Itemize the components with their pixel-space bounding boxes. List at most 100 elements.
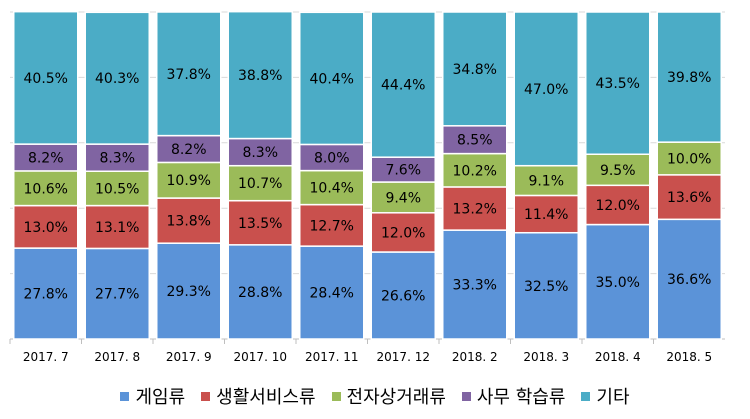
data-label: 10.4% [310,181,354,197]
data-label: 40.5% [24,71,68,87]
data-label: 40.4% [310,71,354,87]
data-label: 10.2% [453,163,497,179]
data-label: 10.0% [667,151,711,167]
x-tick-label: 2017. 11 [305,350,358,364]
data-label: 43.5% [596,76,640,92]
legend-item: 게임류 [120,383,185,409]
bar-segment [442,125,508,155]
bar-segment [84,170,150,207]
legend-label: 사무 학습류 [476,387,566,408]
x-axis: 2017. 7 2017. 8 2017. 9 2017. 10 2017. 11 201… [9,339,712,364]
bars: 27.8% 13.0% 10.6% 8.2% 40.5% 27.7% 13.1% 10.5% 8… [13,10,722,340]
data-label: 8.3% [99,151,135,167]
data-label: 13.1% [95,220,139,236]
bar-segment [227,137,293,167]
data-label: 44.4% [381,78,425,94]
bar-segment [84,204,150,250]
data-label: 40.3% [95,71,139,87]
data-label: 38.8% [238,68,282,84]
bar-segment [442,229,508,340]
legend-item: 사무 학습류 [461,383,566,409]
bar-segment [656,11,722,143]
data-label: 7.6% [385,163,421,179]
data-label: 9.1% [528,174,564,190]
bar-segment [227,244,293,340]
data-label: 9.4% [385,190,421,206]
data-label: 10.6% [24,181,68,197]
legend-item: 기타 [581,383,630,409]
bar-segment [513,11,579,167]
x-tick-label: 2018. 3 [523,350,569,364]
data-label: 28.4% [310,286,354,302]
bar-segment [227,10,293,140]
data-label: 13.0% [24,220,68,236]
data-label: 9.5% [600,163,636,179]
bar-segment [13,10,79,145]
bar-segment [156,134,222,164]
x-tick-label: 2017. 10 [234,350,287,364]
data-label: 26.6% [381,289,425,305]
data-label: 39.8% [667,70,711,86]
data-label: 36.6% [667,272,711,288]
data-label: 28.8% [238,285,282,301]
legend-label: 게임류 [135,387,186,408]
legend-swatch [201,391,211,401]
bar-segment [370,156,436,183]
data-label: 13.5% [238,216,282,232]
x-tick-label: 2017. 9 [166,350,212,364]
bar-segment [442,186,508,231]
x-tick-label: 2017. 8 [94,350,140,364]
bar-segment [585,11,651,155]
bar-segment [299,245,365,340]
data-label: 8.5% [457,133,493,149]
data-label: 10.9% [167,173,211,189]
bar-segment [442,11,508,127]
x-tick-label: 2017. 7 [23,350,69,364]
data-label: 37.8% [167,67,211,83]
data-label: 12.0% [596,198,640,214]
data-label: 12.7% [310,218,354,234]
data-label: 12.0% [381,225,425,241]
data-label: 35.0% [596,275,640,291]
bar-segment [585,223,651,340]
x-tick-label: 2018. 4 [595,350,641,364]
data-label: 8.2% [28,151,64,167]
bar-segment [84,247,150,340]
bar-segment [656,218,722,340]
bar-segment [156,11,222,137]
data-label: 29.3% [167,284,211,300]
data-label: 10.7% [238,176,282,192]
legend-swatch [581,391,591,401]
data-label: 8.3% [242,145,278,161]
legend: 게임류 생활서비스류 전자상거래류 사무 학습류 기타 [0,381,750,411]
legend-swatch [331,391,341,401]
x-tick-label: 2017. 12 [377,350,430,364]
bar-segment [370,251,436,340]
bar-segment [370,11,436,158]
legend-label: 생활서비스류 [216,387,316,408]
data-label: 47.0% [524,82,568,98]
bar-segment [156,242,222,340]
bar-segment [513,164,579,197]
data-label: 8.2% [171,142,207,158]
data-label: 13.2% [453,202,497,218]
bar-segment [13,247,79,340]
legend-label: 기타 [596,387,630,408]
bar-segment [299,11,365,146]
bar-segment [513,194,579,234]
bar-segment [656,174,722,221]
legend-item: 전자상거래류 [331,383,446,409]
legend-swatch [120,391,130,401]
x-tick-label: 2018. 2 [452,350,498,364]
legend-item: 생활서비스류 [201,383,316,409]
data-label: 27.8% [24,287,68,303]
data-label: 11.4% [524,207,568,223]
data-label: 27.7% [95,287,139,303]
legend-swatch [461,391,471,401]
data-label: 13.8% [167,214,211,230]
data-label: 33.3% [453,278,497,294]
bar-segment [13,170,79,207]
data-label: 32.5% [524,279,568,295]
bar-segment [299,169,365,206]
x-tick-label: 2018. 5 [666,350,712,364]
